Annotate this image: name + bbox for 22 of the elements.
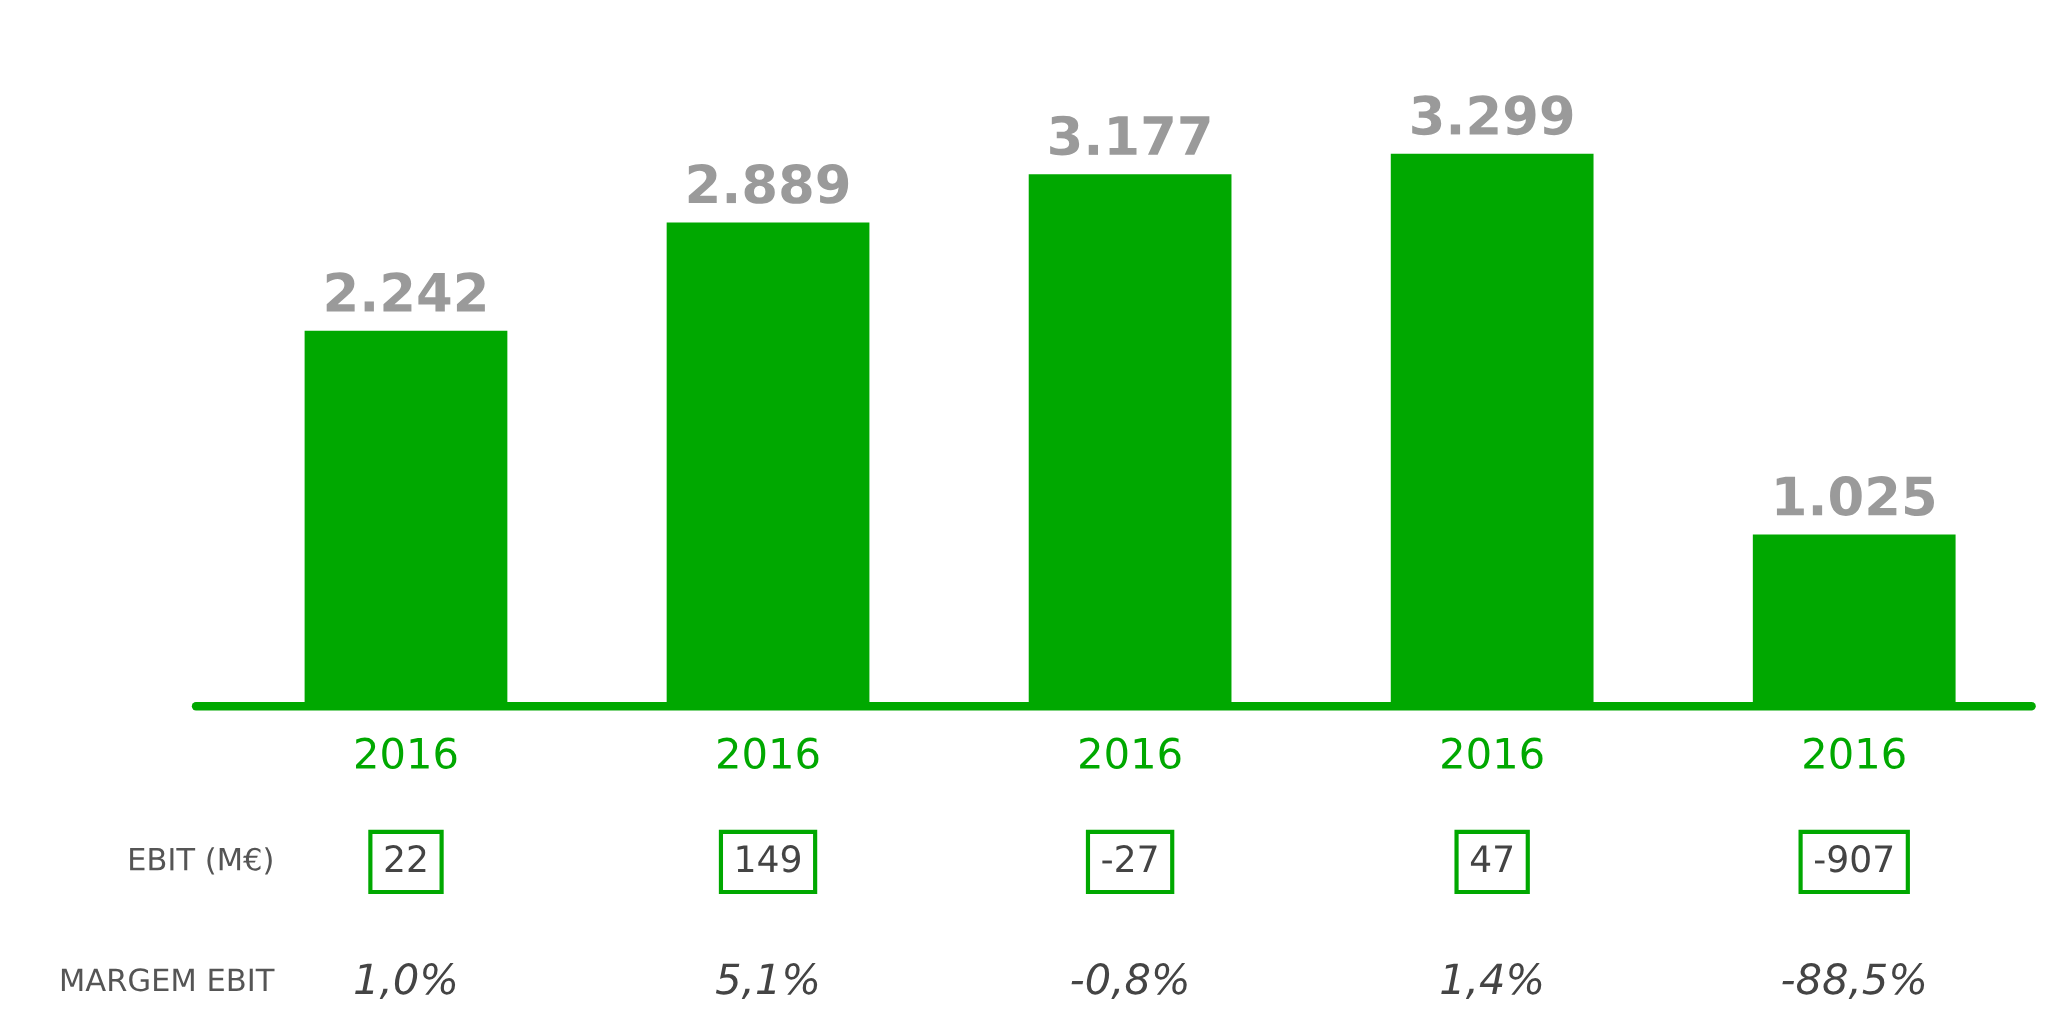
- text: -0,8%: [1071, 963, 1187, 999]
- text: 1,0%: [355, 963, 456, 999]
- x-tick-label: 2016: [1804, 737, 1905, 770]
- x-tick-label: 2016: [1442, 737, 1543, 770]
- x-tick-label: 2016: [356, 737, 457, 770]
- text: 22: [385, 845, 426, 872]
- text: -88,5%: [1782, 963, 1925, 999]
- x-tick-label: 2016: [718, 737, 819, 770]
- text: -907: [1815, 845, 1893, 873]
- text: 1,4%: [1441, 963, 1542, 999]
- text: 5,1%: [715, 963, 818, 999]
- data-label: 2.242: [326, 272, 485, 312]
- data-label: 1.025: [1776, 476, 1934, 517]
- text: MARGEM EBIT: [61, 968, 275, 992]
- data-label: 3.177: [1050, 115, 1210, 156]
- x-tick-label: 2016: [1080, 737, 1181, 770]
- text: -27: [1102, 845, 1157, 872]
- data-label: 3.299: [1412, 95, 1573, 136]
- text: 149: [737, 845, 800, 873]
- data-label: 2.889: [688, 163, 849, 204]
- text: EBIT (M€): [130, 847, 272, 875]
- text: 47: [1470, 845, 1513, 872]
